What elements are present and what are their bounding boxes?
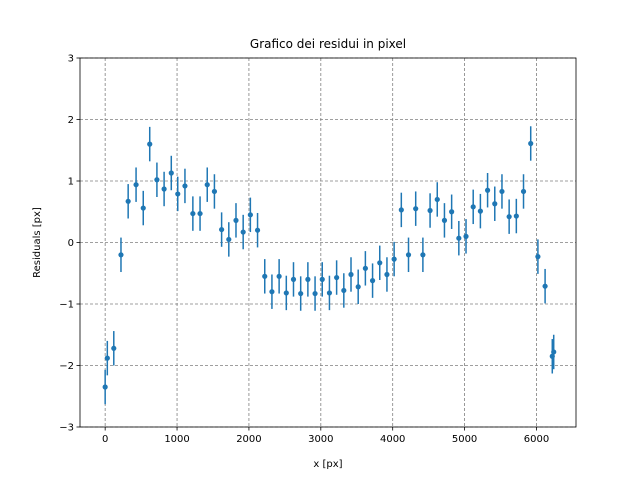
data-point xyxy=(254,227,261,233)
x-tick-label: 6000 xyxy=(524,434,549,445)
data-point xyxy=(398,207,404,213)
x-tick-label: 0 xyxy=(102,434,108,445)
data-point xyxy=(377,260,383,266)
data-point xyxy=(125,198,131,204)
data-point xyxy=(283,290,289,296)
data-point xyxy=(197,210,203,217)
data-point xyxy=(334,274,340,281)
data-point xyxy=(233,217,239,223)
y-tick-label: −2 xyxy=(59,361,74,372)
data-point xyxy=(204,182,210,188)
data-point xyxy=(262,273,268,279)
data-point xyxy=(175,191,181,197)
x-tick-label: 1000 xyxy=(164,434,189,445)
y-tick-label: 1 xyxy=(68,177,74,188)
data-point xyxy=(391,256,397,262)
data-point xyxy=(499,188,505,195)
data-point xyxy=(140,205,146,211)
data-point xyxy=(118,252,124,258)
data-point xyxy=(104,355,110,361)
data-point xyxy=(161,186,167,192)
data-point xyxy=(384,271,390,278)
data-point xyxy=(269,289,275,295)
data-point xyxy=(355,284,361,290)
data-point xyxy=(492,201,498,207)
data-point xyxy=(535,254,541,260)
x-tick-label: 3000 xyxy=(308,434,333,445)
data-point xyxy=(513,213,519,219)
data-point xyxy=(290,276,297,282)
data-point xyxy=(219,226,225,233)
x-tick-label: 4000 xyxy=(380,434,405,445)
data-point xyxy=(551,349,557,355)
y-tick-label: −1 xyxy=(59,300,74,311)
data-point xyxy=(326,290,333,296)
data-point xyxy=(312,290,318,297)
data-point xyxy=(528,140,534,147)
data-point xyxy=(305,276,311,282)
data-point xyxy=(456,235,462,241)
data-point xyxy=(341,287,347,294)
data-point xyxy=(102,384,108,390)
data-point xyxy=(405,252,412,258)
data-point xyxy=(369,278,376,284)
data-point xyxy=(168,170,174,176)
data-point xyxy=(240,229,246,235)
data-point xyxy=(520,188,527,195)
data-point xyxy=(226,236,232,243)
y-tick-label: 0 xyxy=(68,238,74,249)
data-point xyxy=(147,141,153,147)
data-point xyxy=(319,276,325,282)
data-point xyxy=(413,206,419,212)
data-point xyxy=(477,208,483,214)
x-axis-ticks: 0 1000 2000 3000 4000 5000 6000 xyxy=(102,427,549,445)
data-point xyxy=(434,196,440,203)
data-point xyxy=(154,177,160,183)
data-point xyxy=(427,207,433,214)
x-tick-label: 5000 xyxy=(452,434,477,445)
y-tick-label: 3 xyxy=(68,54,74,65)
y-tick-label: 2 xyxy=(68,115,74,126)
data-point xyxy=(182,183,188,189)
data-point xyxy=(362,265,368,271)
y-tick-label: −3 xyxy=(59,423,74,434)
data-point xyxy=(542,283,548,289)
data-point xyxy=(247,212,253,218)
data-point xyxy=(463,233,469,239)
y-axis-ticks: −3 −2 −1 0 1 2 3 xyxy=(59,54,80,434)
data-point xyxy=(470,204,476,210)
data-series xyxy=(102,126,557,405)
data-point xyxy=(420,252,426,258)
data-point xyxy=(441,217,448,223)
data-point xyxy=(133,182,139,188)
data-point xyxy=(484,187,491,193)
data-point xyxy=(276,273,282,279)
data-point xyxy=(298,290,304,297)
data-point xyxy=(111,345,117,351)
data-point xyxy=(348,271,354,278)
x-tick-label: 2000 xyxy=(236,434,261,445)
data-point xyxy=(506,214,512,220)
x-axis-label: x [px] xyxy=(313,459,342,470)
chart-title: Grafico dei residui in pixel xyxy=(250,37,406,51)
data-point xyxy=(211,188,218,195)
y-axis-label: Residuals [px] xyxy=(32,207,43,278)
data-point xyxy=(190,210,196,217)
data-point xyxy=(449,209,455,215)
